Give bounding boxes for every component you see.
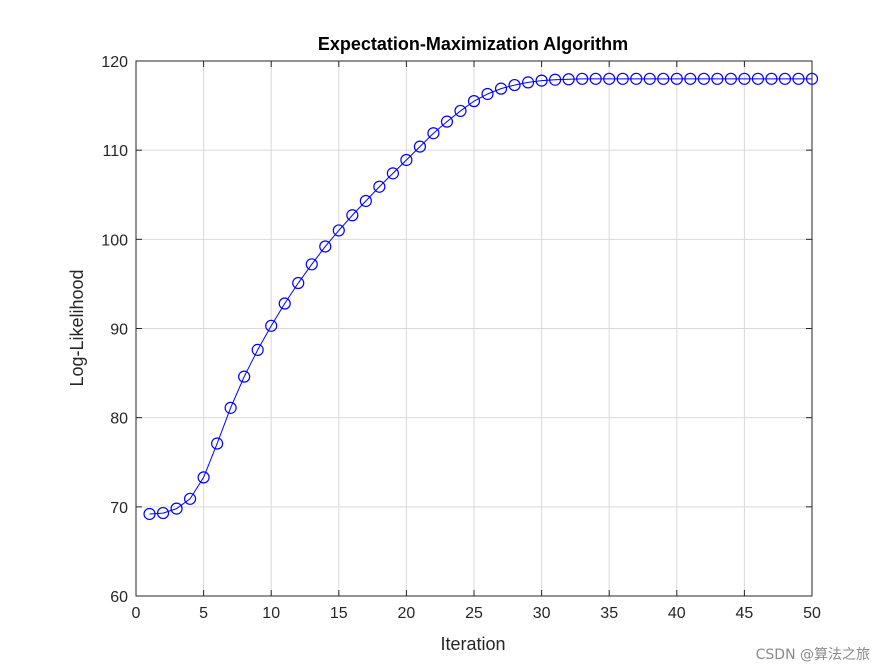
data-point bbox=[697, 72, 710, 85]
data-point bbox=[211, 437, 224, 450]
data-point bbox=[765, 72, 778, 85]
data-point bbox=[305, 258, 318, 271]
data-point bbox=[292, 276, 305, 290]
y-tick-label: 100 bbox=[101, 232, 128, 249]
data-point bbox=[319, 240, 332, 253]
data-point bbox=[238, 370, 251, 383]
data-point bbox=[508, 78, 521, 92]
data-point bbox=[265, 319, 278, 332]
data-point bbox=[481, 87, 494, 101]
data-point bbox=[278, 297, 291, 310]
data-point bbox=[170, 502, 183, 515]
chart-title: Expectation-Maximization Algorithm bbox=[318, 34, 628, 54]
x-tick-label: 25 bbox=[465, 605, 483, 622]
data-point bbox=[589, 72, 602, 85]
x-tick-label: 5 bbox=[199, 605, 208, 622]
grid-lines bbox=[136, 61, 812, 596]
data-point bbox=[751, 72, 765, 85]
watermark: CSDN @算法之旅 bbox=[755, 647, 870, 663]
data-point bbox=[467, 95, 481, 108]
data-point bbox=[521, 76, 535, 89]
axes bbox=[135, 60, 813, 597]
data-point bbox=[603, 72, 616, 85]
y-tick-label: 80 bbox=[110, 411, 128, 428]
data-point bbox=[724, 72, 737, 85]
data-point bbox=[630, 72, 643, 85]
data-point bbox=[197, 471, 210, 484]
data-point bbox=[251, 343, 264, 356]
data-point bbox=[643, 72, 656, 85]
y-tick-label: 90 bbox=[110, 322, 128, 339]
data-point bbox=[670, 72, 683, 85]
data-point bbox=[440, 115, 454, 128]
data-point bbox=[535, 74, 548, 87]
x-tick-label: 0 bbox=[132, 605, 141, 622]
data-point bbox=[657, 72, 670, 85]
x-tick-label: 50 bbox=[803, 605, 821, 622]
data-point bbox=[413, 140, 427, 153]
data-point bbox=[332, 224, 345, 237]
x-tick-label: 45 bbox=[736, 605, 754, 622]
y-axis-title: Log-Likelihood bbox=[67, 269, 87, 386]
y-tick-label: 110 bbox=[102, 143, 128, 160]
data-point bbox=[346, 209, 359, 222]
data-point bbox=[792, 72, 805, 85]
data-point bbox=[616, 72, 629, 85]
x-axis-title: Iteration bbox=[440, 634, 505, 654]
series-line bbox=[149, 78, 812, 515]
data-point bbox=[494, 82, 508, 95]
data-point bbox=[359, 194, 372, 208]
data-point bbox=[183, 492, 197, 505]
y-tick-label: 60 bbox=[110, 589, 128, 606]
x-tick-label: 20 bbox=[398, 605, 416, 622]
data-point bbox=[386, 167, 399, 180]
x-tick-label: 40 bbox=[668, 605, 686, 622]
data-point bbox=[549, 73, 562, 86]
tick-labels: 0 5 10 15 20 25 30 35 40 45 50 60 70 80 90 100 110 120 bbox=[101, 54, 821, 622]
data-point bbox=[143, 507, 156, 521]
data-point bbox=[738, 72, 751, 85]
data-point bbox=[778, 72, 792, 85]
data-point bbox=[562, 73, 575, 86]
x-tick-label: 15 bbox=[330, 605, 348, 622]
y-tick-label: 70 bbox=[110, 500, 128, 517]
data-point bbox=[454, 104, 467, 118]
y-tick-label: 120 bbox=[101, 54, 128, 71]
data-point bbox=[805, 72, 819, 85]
data-point bbox=[427, 127, 440, 140]
x-tick-label: 30 bbox=[533, 605, 551, 622]
data-point bbox=[711, 72, 724, 85]
x-tick-label: 10 bbox=[262, 605, 280, 622]
data-point bbox=[684, 72, 697, 85]
x-tick-label: 35 bbox=[600, 605, 618, 622]
data-point bbox=[400, 153, 413, 167]
data-point bbox=[224, 401, 237, 414]
series-plot bbox=[143, 72, 819, 521]
data-point bbox=[576, 72, 589, 85]
data-point bbox=[156, 506, 170, 520]
data-point bbox=[373, 180, 386, 193]
